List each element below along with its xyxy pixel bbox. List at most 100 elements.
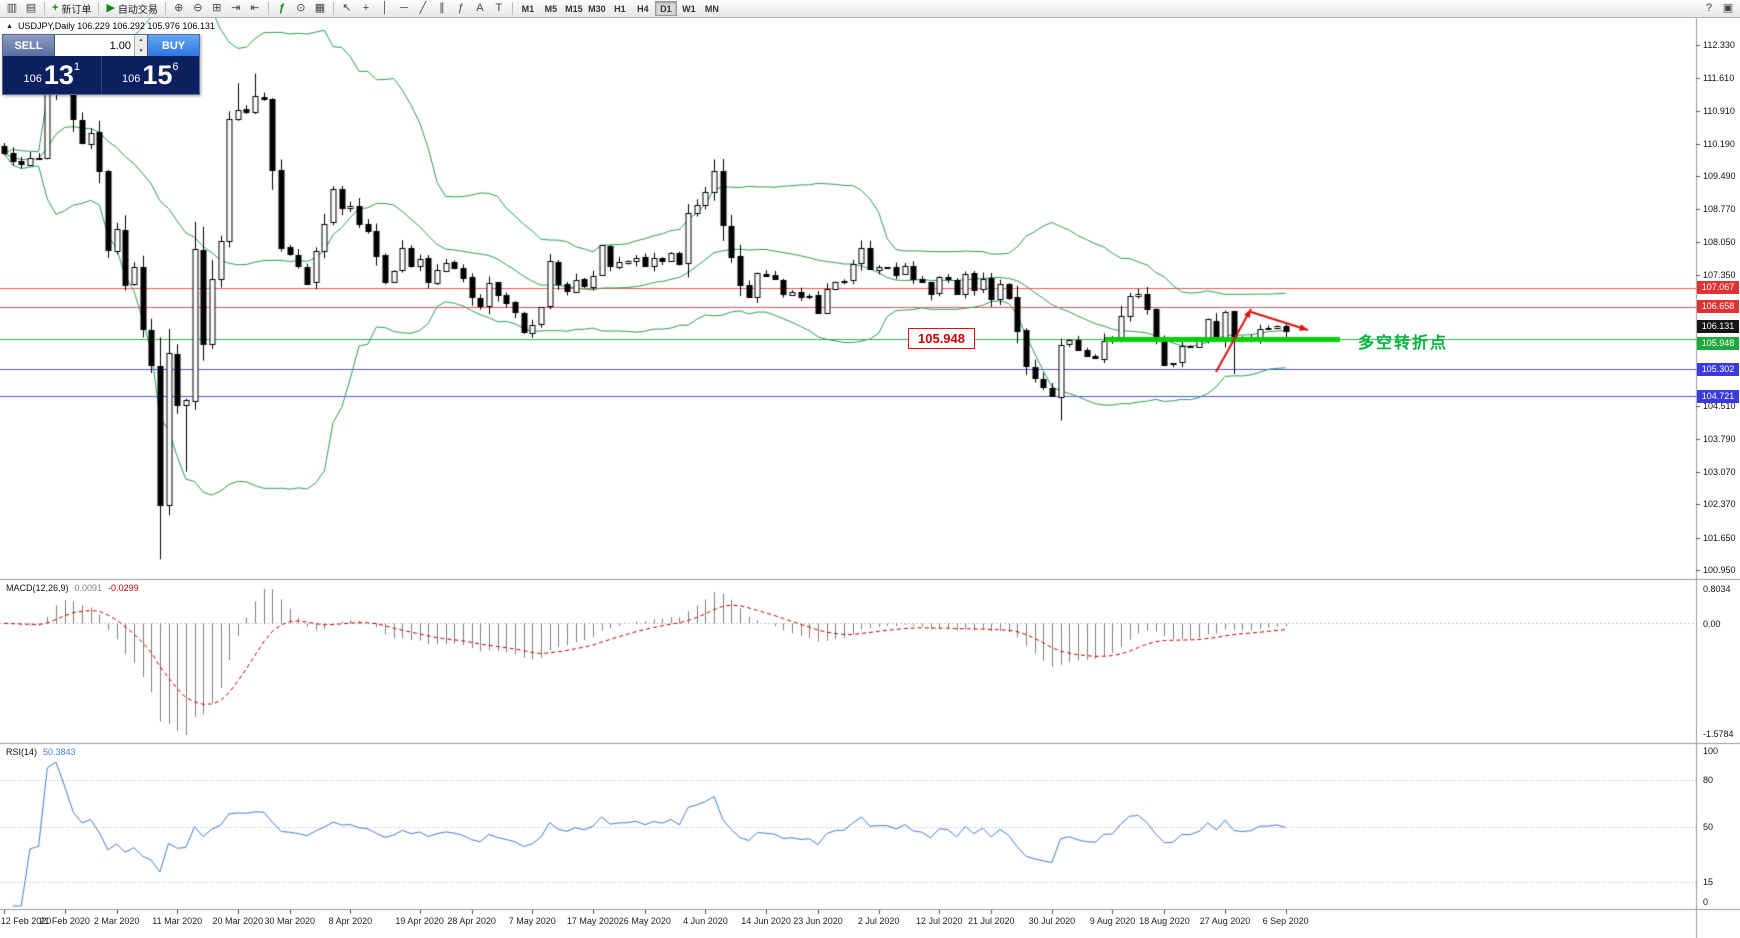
chart-shift-button[interactable]: ⇤ [246,1,264,17]
vertical-line-button[interactable]: │ [376,1,394,17]
date-label: 14 Jun 2020 [741,916,791,926]
date-label: 7 May 2020 [508,916,556,926]
templates-button[interactable]: ▦ [311,1,329,17]
help-icon: ? [1705,2,1713,14]
new-order-button[interactable]: + 新订单 [49,1,94,17]
date-label: 20 Mar 2020 [212,916,264,926]
date-label: 6 Sep 2020 [1262,916,1309,926]
timeframe-button-D1[interactable]: D1 [654,1,677,16]
zoom-in-icon: ⊕ [174,2,184,14]
volume-field: ▲ ▼ [54,35,148,56]
macd-name: MACD(12,26,9) [6,583,69,593]
symbol-info-bar: ▲ USDJPY,Daily 106.229 106.292 105.976 1… [6,21,215,31]
autotrading-button-label: 自动交易 [117,5,158,16]
price-tick-label: 111.610 [1703,73,1735,84]
auto-scroll-button[interactable]: ⇥ [227,1,245,17]
date-label: 19 Apr 2020 [395,916,444,926]
price-tick-label: 103.070 [1703,467,1736,478]
toolbar-separator [98,2,100,15]
rsi-level-label: 15 [1703,877,1714,888]
timeframe-button-M1[interactable]: M1 [521,3,535,14]
date-label: 2 Jul 2020 [857,916,900,926]
tile-windows-button[interactable]: ⊞ [208,1,226,17]
date-label: 8 Apr 2020 [328,916,373,926]
fibonacci-button[interactable]: ƒ [452,1,470,17]
buy-price-display[interactable]: 106 15 6 [102,56,200,94]
channel-button[interactable]: ∥ [433,1,451,17]
hline-price-badge: 105.302 [1697,362,1739,376]
price-tick-label: 109.490 [1703,171,1736,182]
symbol-ohlc-text: USDJPY,Daily 106.229 106.292 105.976 106… [17,21,215,31]
trade-panel-header: SELL ▲ ▼ BUY [3,35,199,56]
date-label: 18 Aug 2020 [1139,916,1190,926]
buy-button[interactable]: BUY [148,35,199,56]
macd-axis-label: 0.8034 [1703,584,1731,594]
panel-toggle-button[interactable]: ▣ [1719,1,1737,17]
date-label: 12 Feb 2020 [0,916,52,926]
autotrading-icon: ▶ [106,2,115,14]
timeframe-button-H1[interactable]: H1 [614,3,626,14]
help-button[interactable]: ? [1700,1,1718,17]
rsi-level-label: 50 [1703,822,1714,832]
toolbar-separator [267,2,269,15]
indicators-button[interactable]: ƒ [273,1,291,17]
date-label: 30 Jul 2020 [1028,916,1076,926]
fibonacci-icon: ƒ [457,2,464,14]
autotrading-button[interactable]: ▶ 自动交易 [103,1,160,17]
sell-price-big: 13 [43,59,74,90]
price-annotation-label[interactable]: 105.948 [908,328,975,349]
date-label: 28 Apr 2020 [447,916,496,926]
trade-panel-prices: 106 13 1 106 15 6 [3,56,199,94]
profiles-button[interactable]: ▤ [22,1,40,17]
macd-axis-label: 0.00 [1703,618,1721,629]
horizontal-line-button[interactable]: ─ [395,1,413,17]
rsi-level-label: 100 [1703,746,1719,756]
periods-button[interactable]: ⊙ [292,1,310,17]
trendline-button[interactable]: ╱ [414,1,432,17]
chart-shift-icon: ⇤ [250,2,260,14]
text-button[interactable]: A [471,1,489,17]
hline-price-badge: 106.658 [1697,300,1739,314]
volume-input[interactable] [55,35,134,56]
toolbar: ▥ ▤ + 新订单 ▶ 自动交易 ⊕ ⊖ ⊞ ⇥ ⇤ ƒ ⊙ ▦ ↖ + │ ─ ╱ ∥ ƒ A T M1 M5 M15 M30 H1… [0,0,1740,18]
timeframe-button-M5[interactable]: M5 [544,3,558,14]
hline-price-badge: 105.948 [1697,336,1739,350]
zoom-out-button[interactable]: ⊖ [189,1,207,17]
hline-price-badge: 104.721 [1697,389,1739,403]
timeframe-button-M15[interactable]: M15 [565,3,583,14]
cursor-button[interactable]: ↖ [338,1,356,17]
price-tick-label: 108.770 [1703,204,1736,215]
indicators-icon: ƒ [278,2,285,14]
volume-decrease-button[interactable]: ▼ [135,45,147,56]
date-label: 4 Jun 2020 [683,916,728,926]
toolbar-separator [164,2,166,15]
horizontal-line-icon: ─ [400,2,408,14]
timeframe-button-M30[interactable]: M30 [588,3,606,14]
zoom-in-button[interactable]: ⊕ [170,1,188,17]
date-label: 21 Feb 2020 [39,916,90,926]
label-button[interactable]: T [490,1,508,17]
volume-increase-button[interactable]: ▲ [135,35,147,46]
profiles-icon: ▤ [25,2,37,14]
date-label: 17 May 2020 [566,916,619,926]
sell-price-display[interactable]: 106 13 1 [3,56,102,94]
timeframe-button-H4[interactable]: H4 [637,3,649,14]
label-icon: T [495,2,503,14]
turning-point-annotation[interactable]: 多空转折点 [1358,335,1449,352]
crosshair-button[interactable]: + [357,1,375,17]
new-chart-icon: ▥ [6,2,18,14]
cursor-icon: ↖ [342,2,352,14]
new-chart-button[interactable]: ▥ [3,1,21,17]
price-tick-label: 104.510 [1703,400,1736,411]
timeframe-button-W1[interactable]: W1 [682,3,696,14]
new-order-icon: + [52,2,59,14]
timeframe-button-MN[interactable]: MN [704,3,719,14]
price-tick-label: 103.790 [1703,433,1736,444]
date-label: 23 Jun 2020 [793,916,843,926]
templates-icon: ▦ [314,2,326,14]
vertical-line-icon: │ [381,2,389,14]
buy-price-prefix: 106 [121,73,141,85]
sell-button[interactable]: SELL [3,35,54,56]
